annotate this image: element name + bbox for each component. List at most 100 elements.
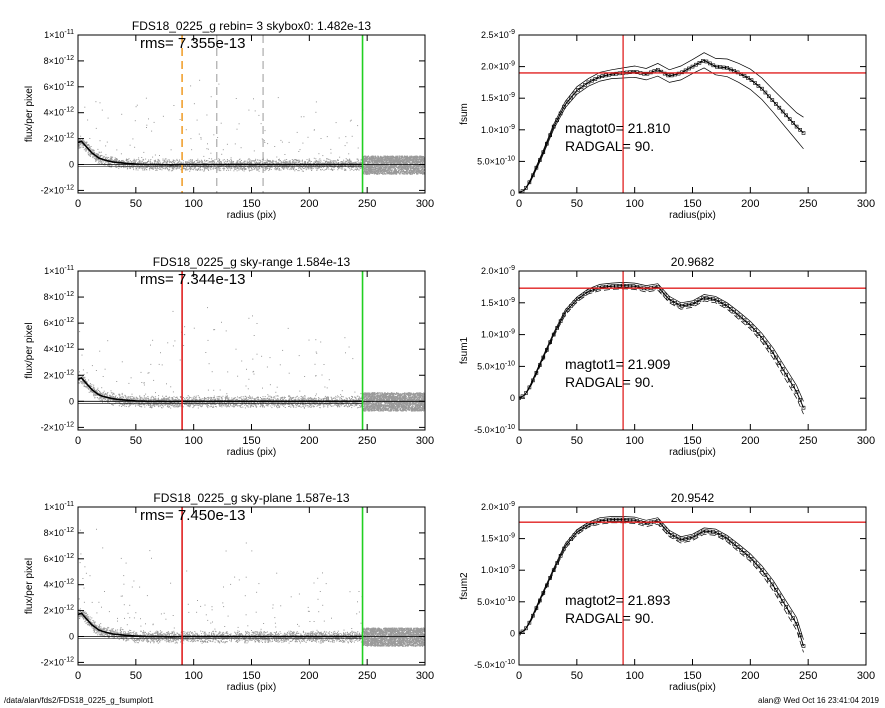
scatter-point — [310, 397, 312, 399]
scatter-point — [217, 160, 218, 162]
scatter-point — [296, 162, 298, 163]
sky-point — [419, 164, 421, 166]
scatter-point — [159, 165, 161, 167]
scatter-point — [232, 161, 234, 163]
scatter-point — [349, 169, 351, 171]
scatter-point — [204, 167, 206, 169]
scatter-point — [196, 162, 198, 164]
sky-point — [413, 158, 415, 160]
scatter-point — [154, 398, 156, 400]
scatter-point — [222, 149, 224, 151]
scatter-point — [149, 161, 151, 163]
scatter-point — [157, 162, 159, 164]
sky-point — [400, 160, 402, 162]
scatter-point — [174, 162, 175, 164]
scatter-point — [234, 143, 236, 145]
sky-point — [410, 158, 412, 161]
scatter-point — [219, 162, 220, 164]
scatter-point — [128, 158, 130, 160]
fsum-marker — [711, 63, 716, 68]
scatter-point — [106, 156, 108, 158]
sky-point — [392, 157, 394, 159]
scatter-point — [283, 165, 285, 167]
scatter-point — [249, 159, 251, 161]
scatter-point — [272, 160, 274, 162]
scatter-point — [275, 168, 277, 169]
scatter-point — [276, 167, 278, 169]
scatter-point — [143, 382, 145, 384]
fsum-marker — [572, 91, 577, 96]
y-tick-label: 6×10-12 — [44, 81, 75, 92]
sky-point — [410, 162, 412, 164]
scatter-point — [282, 165, 283, 167]
scatter-point — [259, 162, 261, 164]
sky-point — [411, 171, 413, 173]
sky-point — [376, 168, 378, 170]
scatter-point — [239, 165, 241, 167]
sky-point — [384, 166, 386, 168]
sky-point — [383, 161, 385, 163]
sky-point — [390, 155, 392, 157]
sky-point — [418, 168, 420, 170]
scatter-point — [347, 160, 349, 162]
scatter-point — [302, 162, 304, 164]
scatter-point — [141, 161, 142, 163]
scatter-point — [105, 145, 107, 147]
scatter-point — [193, 169, 195, 171]
sky-point — [375, 158, 377, 160]
sky-point — [393, 164, 395, 166]
fsum-marker — [642, 71, 646, 76]
sky-point — [409, 167, 411, 169]
scatter-point — [208, 158, 210, 159]
scatter-point — [192, 160, 193, 162]
sky-point — [413, 160, 415, 162]
scatter-point — [150, 167, 152, 169]
scatter-point — [155, 165, 157, 167]
scatter-point — [330, 152, 332, 154]
scatter-point — [126, 160, 128, 162]
fsum-marker — [600, 74, 605, 78]
fsum-marker — [551, 124, 556, 129]
scatter-point — [163, 160, 165, 162]
scatter-points — [78, 79, 425, 175]
scatter-point — [110, 162, 112, 164]
scatter-point — [138, 168, 140, 169]
sky-point — [372, 156, 374, 158]
scatter-point — [166, 159, 168, 161]
scatter-point — [316, 160, 318, 162]
scatter-point — [79, 143, 81, 145]
scatter-point — [342, 162, 344, 164]
sky-point — [408, 158, 410, 161]
scatter-point — [195, 160, 197, 161]
scatter-point — [173, 105, 175, 106]
sky-point — [402, 160, 404, 163]
scatter-point — [337, 162, 339, 163]
sky-point — [374, 155, 377, 157]
scatter-point — [186, 161, 188, 163]
scatter-point — [345, 158, 347, 160]
scatter-point — [130, 162, 132, 163]
scatter-point — [113, 393, 115, 395]
x-tick-label: 200 — [741, 198, 759, 210]
y-tick-label: 2.0×10-9 — [481, 61, 515, 72]
scatter-point — [289, 161, 291, 163]
sky-point — [388, 170, 390, 172]
sky-point — [368, 162, 370, 164]
scatter-point — [126, 159, 128, 160]
scatter-point — [265, 168, 267, 170]
sky-point — [417, 161, 419, 164]
scatter-point — [284, 154, 286, 155]
sky-point — [406, 162, 408, 164]
scatter-point — [298, 161, 300, 163]
sky-point — [394, 156, 396, 158]
scatter-point — [226, 396, 228, 397]
scatter-point — [262, 159, 264, 161]
sky-point — [391, 172, 393, 174]
scatter-point — [241, 168, 243, 170]
sky-point — [418, 160, 420, 162]
scatter-point — [197, 395, 199, 397]
sky-point — [379, 168, 381, 170]
sky-point — [380, 167, 382, 169]
scatter-point — [243, 161, 245, 163]
scatter-point — [115, 401, 117, 403]
